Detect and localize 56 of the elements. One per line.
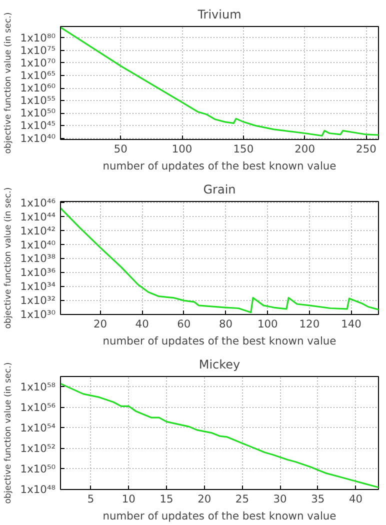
y-tick-label: 1x10⁴⁰ — [20, 238, 56, 252]
x-tick-label: 250 — [356, 142, 377, 156]
x-tick-label: 80 — [218, 318, 233, 330]
y-tick-label: 1x10³⁶ — [20, 266, 56, 280]
y-tick-label: 1x10³⁴ — [20, 280, 56, 294]
y-axis-title: objective function value (in sec.) — [3, 362, 14, 504]
x-axis-title: number of updates of the best known value — [102, 334, 336, 348]
x-tick-label: 5 — [87, 492, 94, 506]
y-tick-label: 1x10⁴² — [20, 224, 56, 238]
y-tick-label: 1x10⁶⁰ — [20, 82, 56, 95]
y-tick-label: 1x10⁸⁰ — [20, 31, 56, 44]
y-tick-label: 1x10³⁰ — [20, 308, 56, 321]
y-tick-label: 1x10³⁸ — [20, 252, 56, 266]
y-tick-label: 1x10⁷⁵ — [20, 44, 56, 57]
x-axis-title: number of updates of the best known value — [102, 510, 336, 522]
x-tick-label: 40 — [135, 318, 150, 330]
x-tick-label: 140 — [341, 318, 362, 330]
y-tick-label: 1x10⁶⁵ — [20, 68, 56, 82]
y-axis-title: objective function value (in sec.) — [3, 12, 14, 154]
x-tick-label: 15 — [160, 492, 174, 506]
x-tick-label: 120 — [299, 318, 320, 330]
y-tick-label: 1x10³² — [20, 294, 56, 308]
y-tick-label: 1x10⁴⁸ — [20, 483, 56, 496]
y-tick-label: 1x10⁴⁴ — [20, 210, 56, 224]
x-tick-label: 100 — [257, 318, 278, 330]
y-tick-label: 1x10⁴⁰ — [20, 132, 56, 145]
y-tick-label: 1x10⁵⁸ — [20, 380, 56, 394]
x-axis-title: number of updates of the best known value — [102, 160, 336, 172]
chart-title: Trivium — [196, 8, 242, 22]
x-tick-label: 25 — [235, 492, 249, 506]
chart-title: Mickey — [198, 358, 240, 372]
y-tick-label: 1x10⁴⁶ — [20, 196, 56, 210]
chart-title: Grain — [203, 182, 236, 196]
y-tick-label: 1x10⁵⁰ — [20, 462, 56, 476]
line-series — [60, 26, 378, 137]
line-series — [60, 207, 378, 314]
x-tick-label: 30 — [273, 492, 288, 506]
x-tick-label: 150 — [233, 142, 254, 156]
y-tick-label: 1x10⁵⁵ — [20, 94, 56, 108]
x-tick-label: 20 — [198, 492, 212, 506]
x-tick-label: 100 — [172, 142, 192, 156]
x-tick-label: 60 — [177, 318, 191, 330]
x-tick-label: 50 — [114, 142, 128, 156]
y-tick-label: 1x10⁵² — [20, 442, 56, 455]
x-tick-label: 10 — [122, 492, 136, 506]
x-tick-label: 40 — [349, 492, 363, 506]
y-tick-label: 1x10⁵⁶ — [20, 400, 56, 414]
line-series — [60, 382, 378, 488]
y-axis-title: objective function value (in sec.) — [3, 187, 14, 329]
y-tick-label: 1x10⁵⁰ — [20, 106, 56, 120]
x-tick-label: 200 — [294, 142, 316, 156]
y-tick-label: 1x10⁵⁴ — [20, 421, 56, 434]
y-tick-label: 1x10⁷⁰ — [20, 56, 56, 70]
y-tick-label: 1x10⁴⁵ — [20, 119, 56, 132]
x-tick-label: 35 — [311, 492, 325, 506]
x-tick-label: 20 — [93, 318, 108, 330]
